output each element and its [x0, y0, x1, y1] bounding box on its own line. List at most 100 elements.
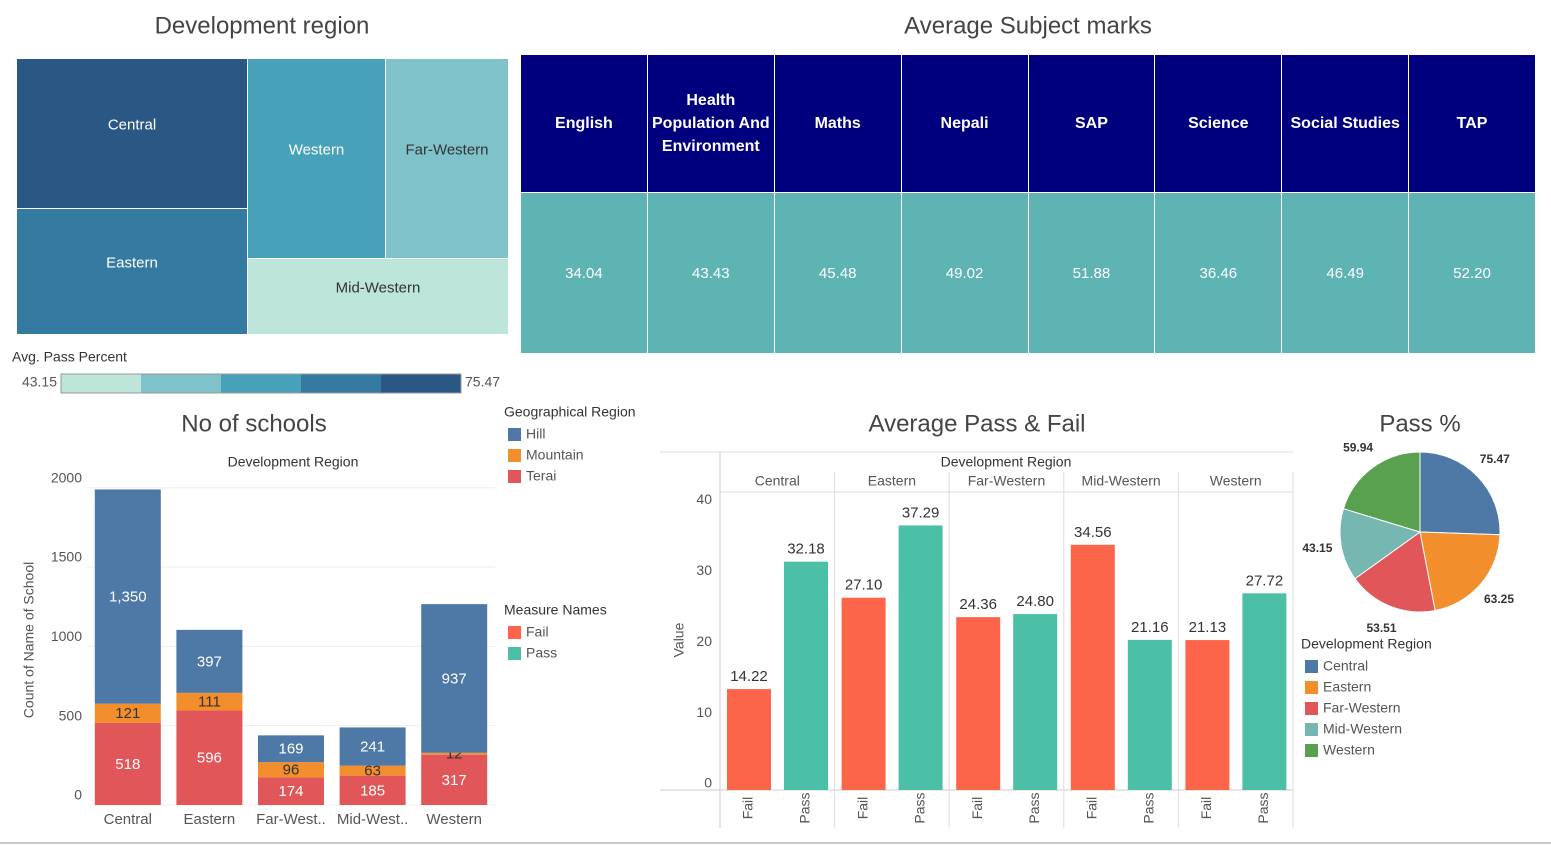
legend-title: Avg. Pass Percent [12, 349, 127, 365]
color-step [141, 374, 221, 393]
data-label: 27.72 [1246, 572, 1284, 589]
treemap-label: Eastern [106, 254, 158, 271]
column-header: Health Population And Environment [647, 55, 775, 192]
data-label: 37.29 [902, 504, 940, 521]
bar [1070, 544, 1115, 790]
pie-slice [1342, 451, 1421, 533]
treemap-cell [248, 259, 508, 334]
panel-header: Central [755, 473, 800, 489]
slice-label: 75.47 [1480, 452, 1510, 466]
treemap-cell [386, 59, 508, 258]
bar [727, 689, 771, 790]
pie-slice [1354, 531, 1436, 613]
data-label: 518 [115, 756, 140, 773]
column-header: SAP [1028, 55, 1156, 192]
legend-swatch [508, 470, 521, 483]
bar [1242, 593, 1287, 790]
treemap-label: Far-Western [405, 141, 488, 158]
y-tick-label: 1000 [51, 628, 82, 644]
chart-subtitle: Development Region [228, 454, 359, 470]
x-tick-label: Mid-West.. [337, 811, 408, 828]
table-cell: 34.04 [521, 192, 648, 353]
data-label: 241 [360, 739, 385, 756]
table-cell: 52.20 [1409, 192, 1536, 353]
x-tick-label: Fail [854, 797, 870, 820]
pie-slice [1419, 451, 1501, 536]
legend-label: Mountain [526, 447, 584, 463]
column-header: Nepali [901, 55, 1029, 192]
treemap-label: Central [108, 116, 156, 133]
table-cell: 49.02 [901, 192, 1029, 353]
data-label: 937 [442, 670, 467, 687]
treemap-label: Western [289, 141, 345, 158]
bar-segment [94, 722, 161, 805]
y-tick-label: 500 [59, 707, 83, 723]
table-title: Average Subject marks [904, 12, 1152, 39]
bar-segment [339, 775, 406, 805]
table-cell: 45.48 [774, 192, 902, 353]
bar-segment [176, 710, 243, 805]
legend-label: Terai [526, 468, 556, 484]
treemap-cell [17, 59, 247, 208]
bar-segment [258, 735, 324, 763]
legend-swatch [1305, 723, 1318, 736]
legend-swatch [1305, 702, 1318, 715]
data-label: 34.56 [1074, 524, 1112, 541]
color-step [61, 374, 141, 393]
slice-label: 43.15 [1302, 541, 1332, 555]
x-tick-label: Fail [969, 797, 985, 820]
color-step [221, 374, 301, 393]
data-label: 32.18 [787, 541, 825, 558]
data-label: 596 [197, 750, 222, 767]
bar-segment [176, 629, 243, 693]
legend-swatch [1305, 660, 1318, 673]
legend-swatch [508, 647, 521, 660]
data-label: 185 [360, 782, 385, 799]
x-tick-label: Fail [1198, 797, 1214, 820]
column-header: Science [1155, 55, 1283, 192]
x-tick-label: Pass [797, 792, 813, 823]
column-header: Social Studies [1282, 55, 1410, 192]
slice-label: 63.25 [1484, 592, 1514, 606]
x-tick-label: Eastern [184, 811, 236, 828]
color-step [301, 374, 381, 393]
x-tick-label: Western [426, 811, 482, 828]
x-tick-label: Pass [911, 792, 927, 823]
x-tick-label: Fail [740, 797, 756, 820]
bar-segment [258, 762, 324, 778]
legend-label: Eastern [1323, 679, 1371, 695]
bar [956, 617, 1001, 790]
data-label: 24.80 [1016, 593, 1054, 610]
bar-segment [339, 765, 406, 776]
legend-label: Mid-Western [1323, 721, 1402, 737]
data-label: 21.16 [1131, 619, 1169, 636]
chart-subtitle: Development Region [941, 454, 1072, 470]
column-header: TAP [1409, 55, 1536, 192]
legend-label: Western [1323, 742, 1375, 758]
legend-label: Hill [526, 426, 545, 442]
table-cell: 51.88 [1028, 192, 1156, 353]
column-header: English [521, 55, 648, 192]
legend-max: 75.47 [465, 374, 500, 390]
treemap-cell [248, 59, 385, 258]
data-label: 169 [278, 741, 303, 758]
panel-header: Mid-Western [1082, 473, 1161, 489]
x-tick-label: Fail [1084, 797, 1100, 820]
table-cell: 36.46 [1155, 192, 1283, 353]
data-label: 63 [364, 763, 381, 780]
legend-label: Fail [526, 624, 549, 640]
bar-segment [258, 777, 324, 805]
y-axis-title: Value [671, 622, 687, 657]
data-label: 317 [442, 772, 467, 789]
bar [784, 561, 828, 790]
data-label: 397 [197, 653, 222, 670]
y-tick-label: 10 [696, 704, 712, 720]
slice-label: 53.51 [1367, 621, 1397, 635]
table-cell: 46.49 [1282, 192, 1410, 353]
chart-title: Development region [155, 12, 370, 39]
data-label: 14.22 [730, 668, 768, 685]
legend-label: Pass [526, 645, 557, 661]
y-axis-title: Count of Name of School [21, 562, 37, 718]
